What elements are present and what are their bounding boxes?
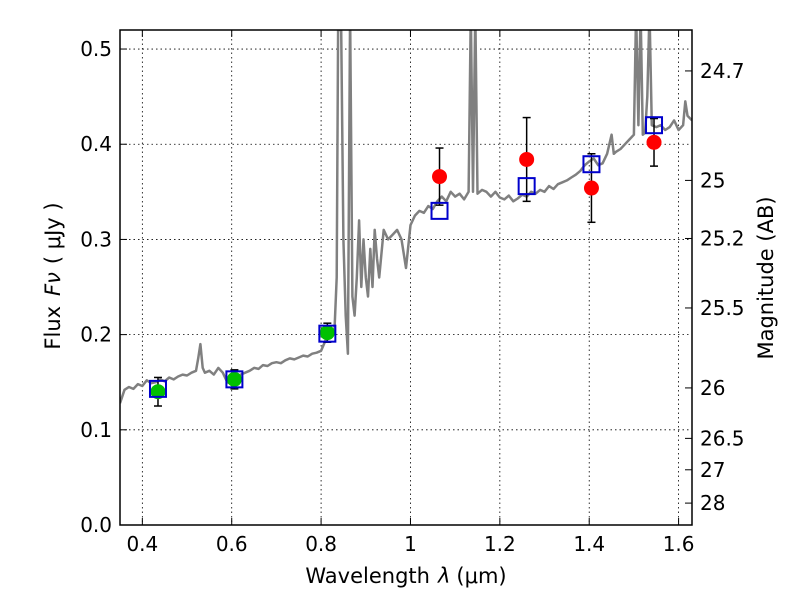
model-photometry-square	[517, 177, 536, 196]
x-tick-label: 1.2	[484, 532, 516, 556]
y2-tick-label: 25.5	[700, 296, 745, 320]
y-tick-label: 0.0	[80, 513, 112, 537]
model-photometry-square	[645, 116, 664, 135]
model-photometry-square	[582, 155, 601, 174]
y2-axis-label: Magnitude (AB)	[754, 196, 778, 359]
photometry-point-red	[432, 169, 448, 185]
y-tick-label: 0.3	[80, 227, 112, 251]
x-tick-label: 0.8	[305, 532, 337, 556]
y2-tick-label: 27	[700, 458, 725, 482]
model-photometry-square	[148, 379, 167, 398]
y2-tick-label: 26.5	[700, 426, 745, 450]
y-tick-label: 0.4	[80, 132, 112, 156]
photometry-point-red	[519, 151, 535, 167]
model-photometry-square	[225, 370, 244, 389]
photometry-point-red	[646, 134, 662, 150]
photometry-point-green	[319, 325, 335, 341]
y-tick-label: 0.5	[80, 37, 112, 61]
x-axis-label: Wavelength λ (μm)	[305, 564, 506, 588]
x-tick-label: 1.6	[663, 532, 695, 556]
plot-frame	[119, 29, 693, 526]
x-tick-label: 1.4	[573, 532, 605, 556]
plot-area	[120, 30, 692, 407]
y-tick-label: 0.2	[80, 323, 112, 347]
x-tick-label: 0.6	[216, 532, 248, 556]
model-photometry-square	[318, 324, 337, 343]
y-tick-label: 0.1	[80, 418, 112, 442]
y-axis-label: FluxFν( μJy )	[41, 202, 65, 349]
photometry-point-green	[150, 384, 166, 400]
photometry-point-red	[583, 180, 599, 196]
x-tick-label: 1	[404, 532, 417, 556]
y2-tick-label: 28	[700, 491, 725, 515]
model-photometry-square	[430, 201, 449, 220]
y2-tick-label: 25.2	[700, 226, 745, 250]
photometry-point-green	[226, 371, 242, 387]
x-tick-label: 0.4	[126, 532, 158, 556]
y2-tick-label: 25	[700, 168, 725, 192]
y2-tick-label: 24.7	[700, 59, 745, 83]
grid-lines	[120, 30, 692, 526]
sed-spectrum-line	[120, 30, 692, 404]
y2-tick-label: 26	[700, 376, 725, 400]
axes: 0.4 0.6 0.8 1 1.2 1.4 1.6 0.0 0.1 0.2 0.3 0.4 0.5 24.…	[80, 30, 745, 556]
